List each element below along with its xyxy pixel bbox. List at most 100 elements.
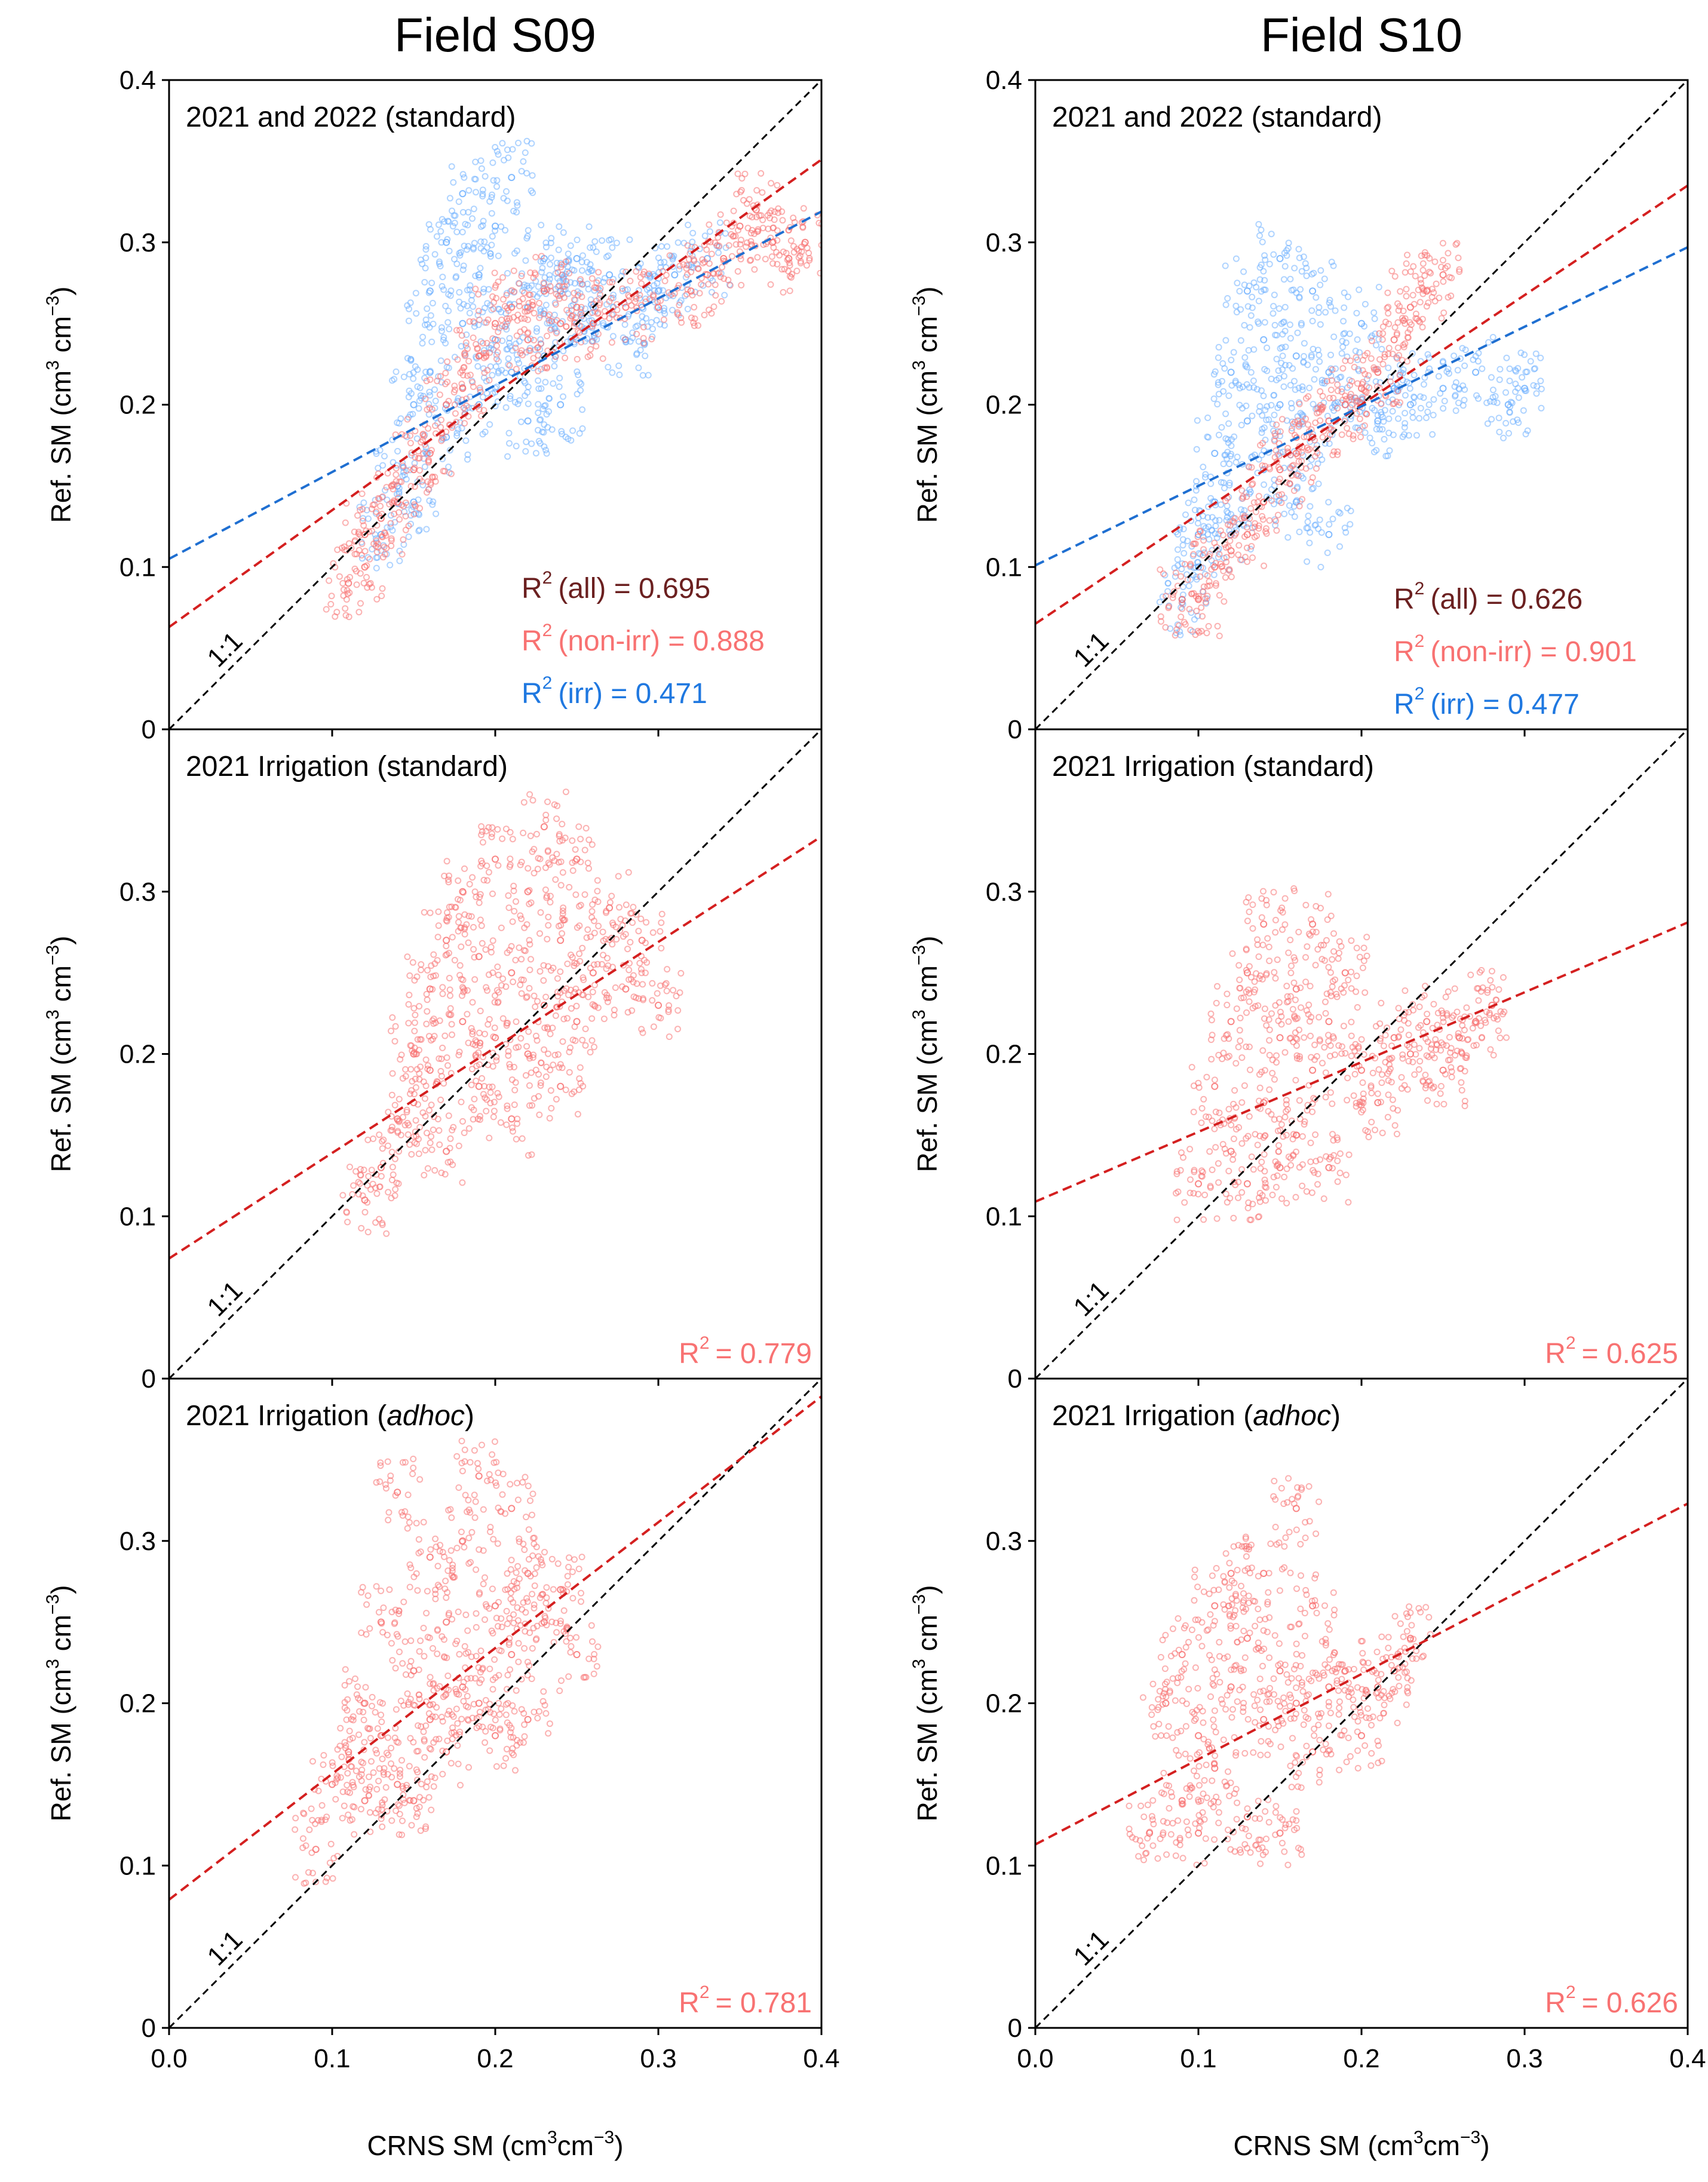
data-point-cloud bbox=[405, 394, 412, 401]
r2-text: (irr) = 0.477 bbox=[1430, 689, 1579, 720]
data-point-cloud bbox=[449, 1735, 456, 1742]
data-point-cloud bbox=[1258, 1069, 1265, 1076]
data-point-cloud bbox=[1300, 358, 1307, 365]
data-point-cloud bbox=[476, 274, 483, 281]
data-point-cloud bbox=[405, 522, 412, 529]
data-point-cloud bbox=[473, 1610, 480, 1617]
data-point-cloud bbox=[613, 936, 620, 943]
data-point-cloud bbox=[544, 935, 551, 943]
data-point-cloud bbox=[531, 870, 538, 877]
data-point-cloud bbox=[1292, 1193, 1299, 1201]
data-point-cloud bbox=[494, 826, 501, 833]
data-point-cloud bbox=[473, 1653, 480, 1660]
data-point-cloud bbox=[1247, 974, 1255, 981]
r2-text: (non-irr) = 0.888 bbox=[558, 625, 765, 657]
data-point-cloud bbox=[384, 1631, 391, 1638]
data-point-cloud bbox=[1403, 293, 1410, 300]
data-point-cloud bbox=[473, 894, 480, 901]
data-point-cloud bbox=[375, 1609, 382, 1616]
data-point-cloud bbox=[504, 305, 511, 312]
data-point-cloud bbox=[383, 1750, 390, 1757]
data-point-cloud bbox=[589, 989, 596, 996]
data-point-cloud bbox=[448, 163, 455, 170]
data-point-cloud bbox=[439, 984, 446, 991]
data-point-cloud bbox=[489, 830, 495, 837]
data-point bbox=[312, 1846, 320, 1853]
data-point-cloud bbox=[377, 1462, 384, 1469]
data-point-cloud bbox=[676, 262, 683, 269]
data-point-cloud bbox=[1307, 983, 1314, 990]
data-point-cloud bbox=[489, 191, 495, 198]
data-point-cloud bbox=[1334, 404, 1341, 412]
data-point-cloud bbox=[1330, 1035, 1337, 1042]
data-point-cloud bbox=[557, 1061, 564, 1068]
data-point-cloud bbox=[585, 836, 593, 843]
data-point-cloud bbox=[455, 198, 462, 205]
data-point bbox=[785, 254, 793, 262]
data-point-cloud bbox=[1320, 941, 1327, 949]
data-point-cloud bbox=[585, 286, 592, 293]
data-point-cloud bbox=[608, 236, 615, 243]
data-point bbox=[508, 969, 516, 977]
panel-label-text: 2021 and 2022 (standard) bbox=[1052, 102, 1382, 133]
data-point-cloud bbox=[509, 918, 516, 925]
data-point-cloud bbox=[1226, 481, 1233, 489]
data-point-cloud bbox=[657, 928, 664, 935]
data-point-cloud bbox=[361, 1208, 369, 1216]
data-point bbox=[1439, 271, 1447, 279]
data-point-cloud bbox=[1389, 408, 1396, 415]
data-point-cloud bbox=[468, 1081, 475, 1088]
data-point-cloud bbox=[1306, 1018, 1313, 1025]
data-point-cloud bbox=[451, 256, 458, 263]
data-point bbox=[443, 1147, 450, 1155]
data-point-cloud bbox=[1261, 1005, 1268, 1012]
data-point-cloud bbox=[413, 310, 420, 317]
data-point-cloud bbox=[491, 269, 498, 277]
data-point-cloud bbox=[552, 876, 559, 883]
data-point-cloud bbox=[599, 960, 605, 968]
data-point-cloud bbox=[1212, 523, 1219, 530]
data-point-cloud bbox=[700, 260, 707, 266]
data-point-cloud bbox=[1378, 411, 1385, 418]
data-point-cloud bbox=[1235, 1044, 1242, 1051]
data-point-cloud bbox=[440, 1080, 447, 1087]
data-point-cloud bbox=[428, 1101, 435, 1109]
data-point-cloud bbox=[481, 238, 488, 245]
data-point-cloud bbox=[391, 1619, 398, 1626]
data-point-cloud bbox=[422, 369, 430, 376]
data-point-cloud bbox=[453, 1705, 460, 1713]
data-point-cloud bbox=[436, 1127, 443, 1134]
data-point-cloud bbox=[1361, 323, 1367, 330]
data-point-cloud bbox=[524, 389, 531, 396]
data-point-cloud bbox=[388, 482, 395, 489]
data-point-cloud bbox=[1213, 1215, 1221, 1222]
plot-area bbox=[169, 1379, 821, 2028]
data-point-cloud bbox=[406, 305, 412, 312]
data-point-cloud bbox=[1308, 478, 1315, 486]
data-point-cloud bbox=[1232, 515, 1238, 522]
data-point-cloud bbox=[525, 347, 532, 354]
data-point-cloud bbox=[1323, 937, 1330, 944]
data-point-cloud bbox=[373, 1190, 381, 1197]
data-point-cloud bbox=[1263, 525, 1269, 532]
data-point-cloud bbox=[1224, 1031, 1231, 1038]
data-point-cloud bbox=[511, 1087, 519, 1094]
data-point-cloud bbox=[587, 244, 594, 251]
data-point-cloud bbox=[1197, 528, 1204, 535]
data-point-cloud bbox=[465, 1496, 472, 1503]
data-point-cloud bbox=[1296, 294, 1303, 302]
data-point-cloud bbox=[1244, 917, 1251, 925]
data-point-cloud bbox=[537, 340, 544, 347]
data-point-cloud bbox=[467, 1675, 474, 1682]
data-point-cloud bbox=[1334, 448, 1341, 455]
data-point-cloud bbox=[706, 221, 713, 228]
data-point-cloud bbox=[369, 1702, 375, 1710]
data-point-cloud bbox=[535, 377, 542, 384]
data-point-cloud bbox=[416, 467, 423, 474]
data-point-cloud bbox=[498, 223, 505, 230]
data-point-cloud bbox=[1425, 1053, 1432, 1060]
data-point-cloud bbox=[438, 1055, 445, 1063]
data-point-cloud bbox=[441, 1171, 449, 1178]
data-point-cloud bbox=[1274, 511, 1281, 518]
